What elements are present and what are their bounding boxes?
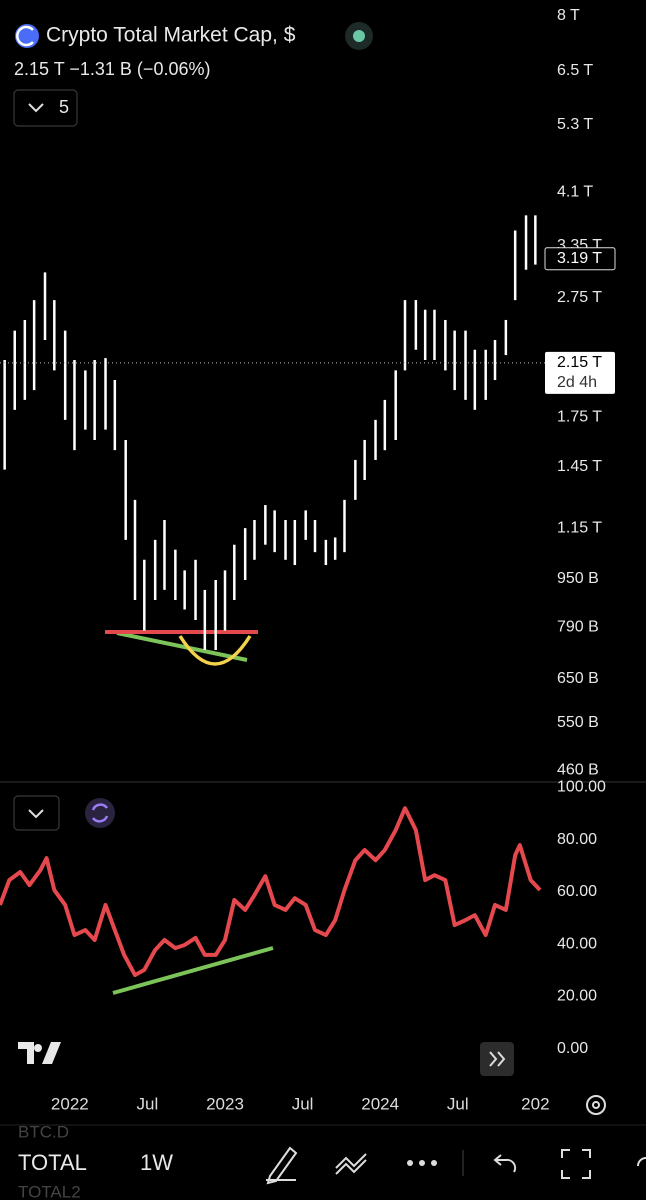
y-tick-label: 6.5 T <box>557 62 593 79</box>
more-tool[interactable] <box>637 1157 646 1167</box>
y-tick-label: 60.00 <box>557 883 597 900</box>
logo <box>18 1042 61 1064</box>
rsi-line <box>0 806 542 978</box>
symbol-icon-glyph <box>16 25 34 47</box>
y-tick-label: 1.15 T <box>557 519 602 536</box>
y-tick-label: 950 B <box>557 570 599 587</box>
sync-button[interactable] <box>85 798 115 828</box>
symbol-tab[interactable]: BTC.D <box>18 1122 69 1141</box>
x-tick-label: Jul <box>137 1094 159 1113</box>
y-tick-label: 550 B <box>557 714 599 731</box>
scroll-icon <box>489 1051 506 1067</box>
y-tick-label: 2.75 T <box>557 289 602 306</box>
more-button[interactable] <box>407 1160 437 1166</box>
price-label-box <box>545 351 615 394</box>
x-tick-label: Jul <box>292 1094 314 1113</box>
x-tick-label: 202 <box>521 1094 549 1113</box>
y-tick-label: 1.45 T <box>557 458 602 475</box>
y-tick-label: 80.00 <box>557 831 597 848</box>
price-label-box <box>544 247 616 271</box>
y-tick-label: 790 B <box>557 618 599 635</box>
x-tick-label: 2024 <box>361 1094 399 1113</box>
indicator-count: 5 <box>59 97 69 117</box>
symbol-tab[interactable]: TOTAL2 <box>18 1182 81 1200</box>
fullscreen-button[interactable] <box>561 1149 591 1179</box>
x-tick-label: Jul <box>447 1094 469 1113</box>
settings-button[interactable] <box>586 1095 606 1115</box>
y-tick-label: 40.00 <box>557 935 597 952</box>
status-dot <box>353 30 365 42</box>
rsi-trend-drawing <box>112 946 274 995</box>
trend-tool[interactable] <box>335 1153 367 1175</box>
y-tick-label: 650 B <box>557 670 599 687</box>
chevron <box>28 809 44 819</box>
price-label: 3.19 T <box>557 250 602 267</box>
undo-button[interactable] <box>493 1154 517 1173</box>
pane-toggle[interactable] <box>13 795 60 831</box>
trend-drawing <box>116 631 248 662</box>
indicators-toggle[interactable] <box>13 89 78 127</box>
y-tick-label: 8 T <box>557 7 580 24</box>
draw-tool[interactable] <box>266 1146 298 1185</box>
x-tick-label: 2022 <box>51 1094 89 1113</box>
symbol-tab[interactable]: TOTAL <box>18 1150 87 1175</box>
y-tick-label: 4.1 T <box>557 184 593 201</box>
interval[interactable]: 1W <box>140 1150 173 1175</box>
price-label: 2.15 T <box>557 354 602 371</box>
chevron <box>28 103 44 113</box>
logo-dot <box>34 1044 42 1052</box>
quote: 2.15 T −1.31 B (−0.06%) <box>14 59 210 79</box>
y-tick-label: 20.00 <box>557 988 597 1005</box>
y-tick-label: 5.3 T <box>557 116 593 133</box>
countdown: 2d 4h <box>557 374 597 391</box>
y-tick-label: 460 B <box>557 761 599 778</box>
y-tick-label: 1.75 T <box>557 408 602 425</box>
settings-icon <box>592 1101 600 1109</box>
symbol-title[interactable]: Crypto Total Market Cap, $ <box>46 24 296 47</box>
sync-icon <box>91 803 109 823</box>
y-tick-label: 0.00 <box>557 1040 588 1057</box>
y-tick-label: 100.00 <box>557 778 606 795</box>
arc-drawing <box>178 635 252 666</box>
x-tick-label: 2023 <box>206 1094 244 1113</box>
